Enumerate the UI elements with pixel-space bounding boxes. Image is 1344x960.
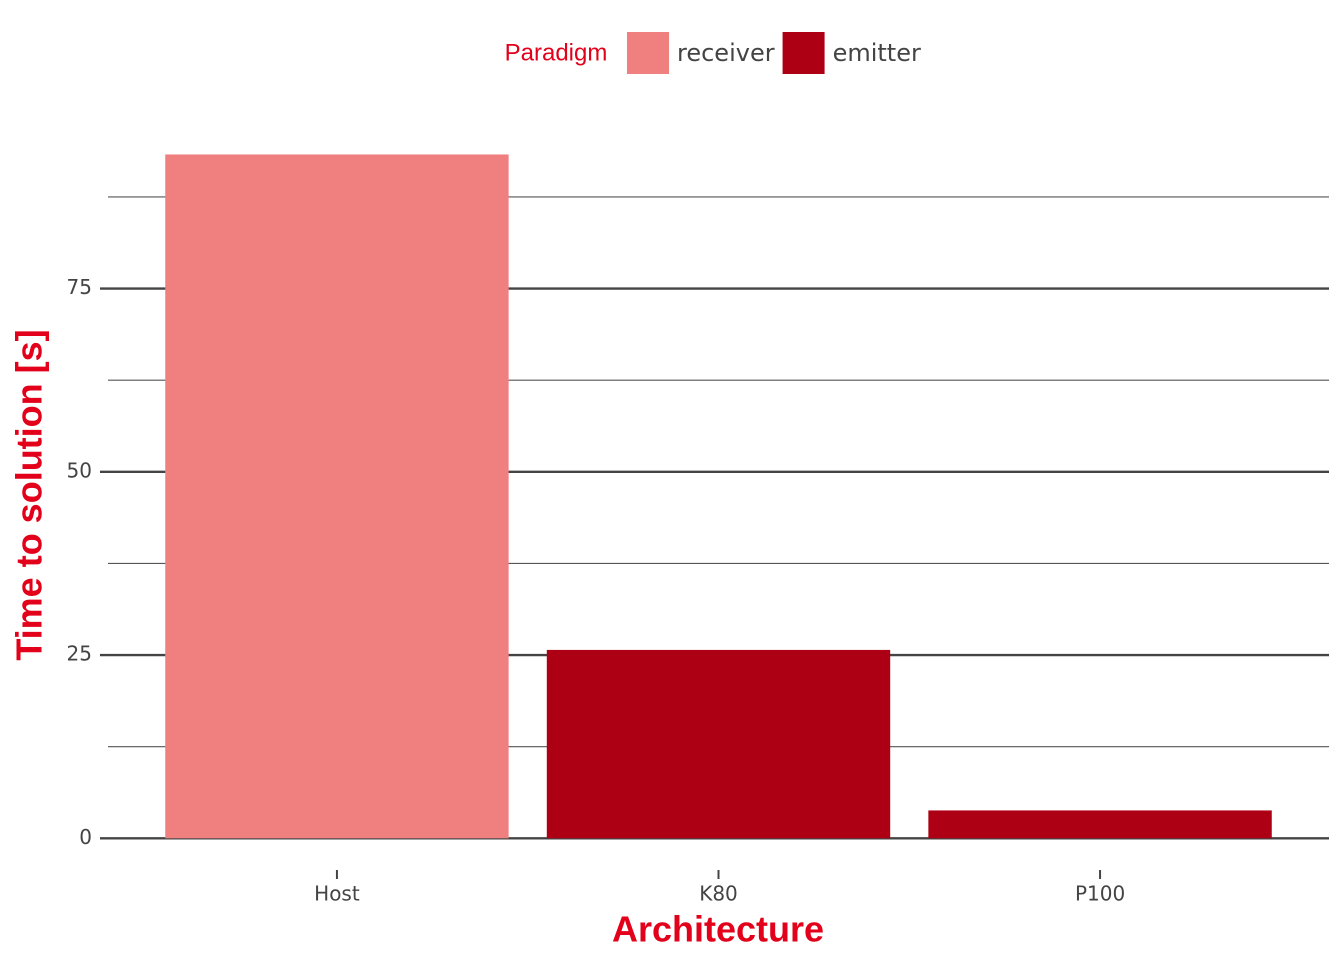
x-tick-label: P100 (1075, 882, 1125, 906)
y-tick-label: 75 (67, 275, 92, 299)
legend-swatch (627, 32, 669, 74)
y-axis-title: Time to solution [s] (9, 329, 50, 660)
legend: Paradigm receiver emitter (505, 32, 921, 74)
y-tick-label: 0 (79, 825, 92, 849)
y-tick-label: 50 (67, 458, 92, 482)
legend-title: Paradigm (505, 39, 608, 66)
y-tick-label: 25 (67, 642, 92, 666)
legend-swatch (782, 32, 825, 74)
x-tick-label: Host (314, 882, 360, 906)
legend-label: emitter (833, 39, 921, 67)
x-axis-title: Architecture (612, 909, 824, 950)
x-tick-label: K80 (699, 882, 738, 906)
bar (165, 154, 509, 839)
legend-label: receiver (677, 39, 775, 67)
bar (928, 810, 1272, 839)
bar (546, 649, 891, 839)
